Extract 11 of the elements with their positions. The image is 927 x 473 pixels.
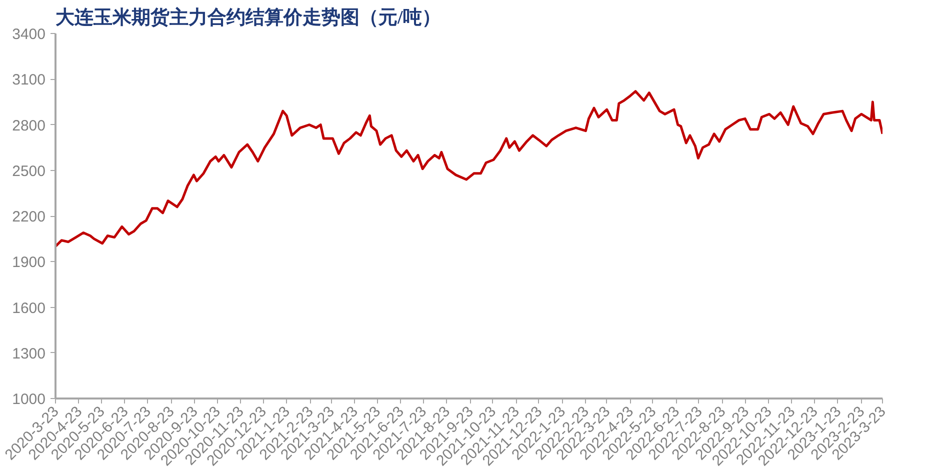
y-tick-label: 2200	[12, 208, 46, 226]
y-tick-label: 1900	[12, 254, 46, 272]
y-tick-label: 2800	[12, 117, 46, 134]
line-series	[56, 90, 882, 248]
y-tick-label: 3400	[12, 26, 46, 43]
y-tick-label: 2500	[12, 162, 46, 180]
y-tick-label: 1300	[12, 345, 46, 362]
y-tick-label: 1000	[12, 391, 46, 408]
y-tick-label: 3100	[12, 72, 46, 89]
y-tick-label: 1600	[12, 300, 46, 317]
chart-title: 大连玉米期货主力合约结算价走势图（元/吨）	[56, 6, 441, 28]
